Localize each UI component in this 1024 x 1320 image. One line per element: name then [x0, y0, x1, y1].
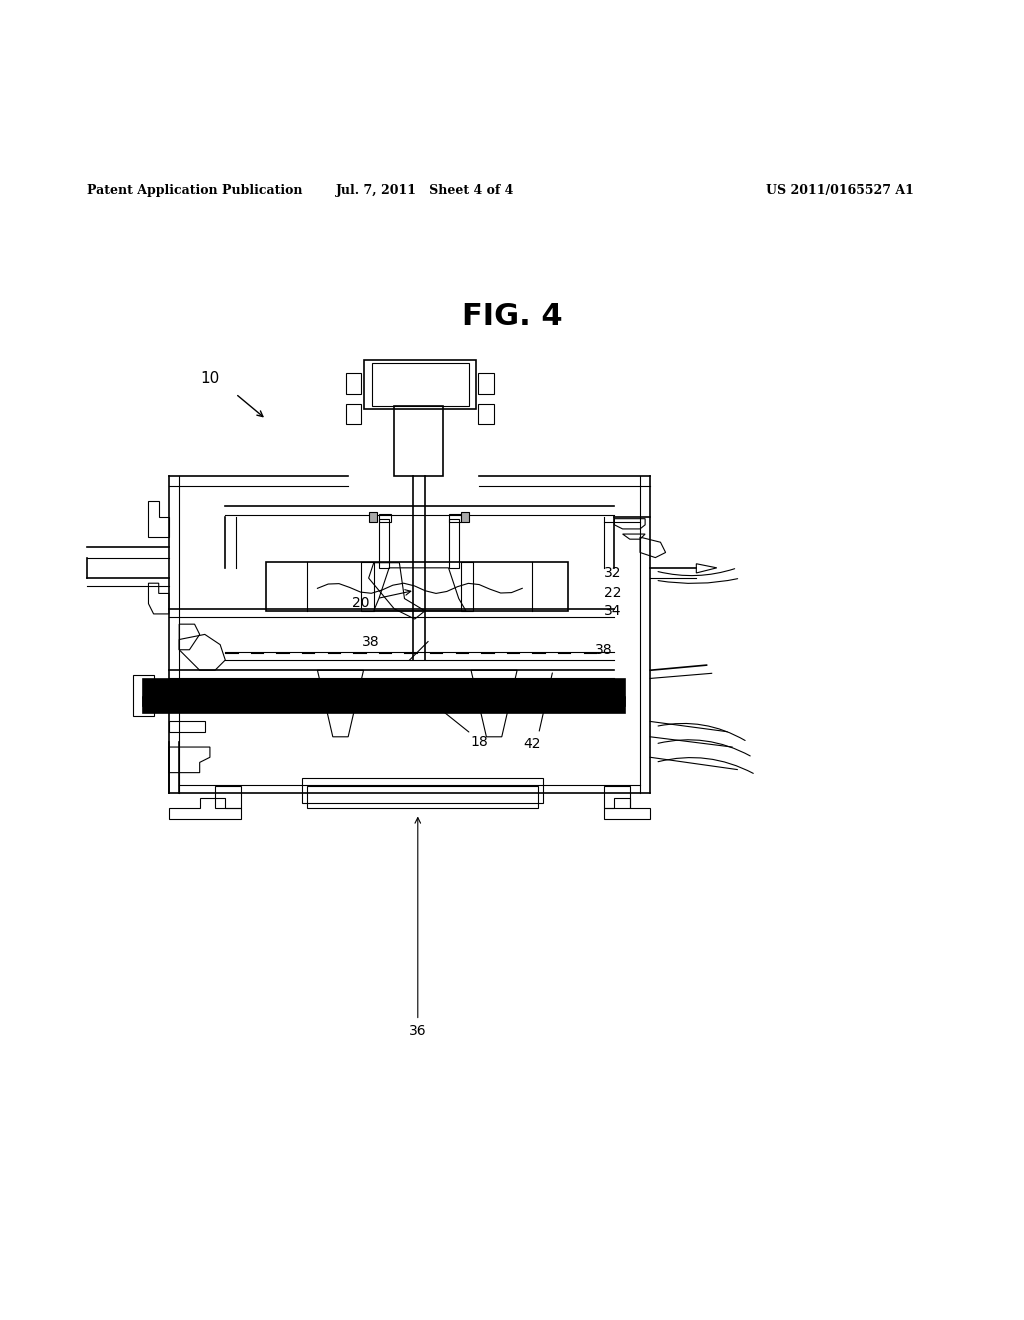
Text: Jul. 7, 2011   Sheet 4 of 4: Jul. 7, 2011 Sheet 4 of 4: [336, 183, 514, 197]
Bar: [478, 374, 494, 393]
Text: FIG. 4: FIG. 4: [462, 302, 562, 331]
Bar: [449, 519, 459, 568]
Bar: [302, 777, 543, 804]
Bar: [604, 785, 630, 808]
Text: US 2011/0165527 A1: US 2011/0165527 A1: [766, 183, 913, 197]
Bar: [369, 512, 377, 521]
Bar: [379, 513, 391, 521]
Bar: [461, 512, 469, 521]
Text: 18: 18: [470, 735, 488, 748]
Bar: [379, 519, 389, 568]
Bar: [266, 562, 568, 611]
Text: 38: 38: [595, 643, 613, 657]
Bar: [364, 360, 476, 409]
Text: 34: 34: [603, 603, 622, 618]
Bar: [461, 562, 473, 611]
Text: 32: 32: [603, 566, 622, 579]
Bar: [449, 513, 461, 521]
Bar: [307, 785, 538, 808]
Text: 20: 20: [351, 595, 370, 610]
Bar: [143, 698, 625, 706]
Bar: [133, 676, 154, 717]
Text: 22: 22: [603, 586, 622, 601]
Bar: [143, 680, 625, 698]
Text: 40: 40: [578, 684, 596, 698]
Bar: [394, 407, 443, 475]
Text: 10: 10: [201, 371, 219, 385]
Bar: [478, 404, 494, 425]
Bar: [215, 785, 241, 808]
Text: Patent Application Publication: Patent Application Publication: [87, 183, 302, 197]
Bar: [143, 697, 625, 713]
Text: 36: 36: [409, 1024, 427, 1038]
Text: 38: 38: [361, 635, 380, 648]
Text: 42: 42: [523, 737, 542, 751]
Bar: [346, 374, 361, 393]
Bar: [346, 404, 361, 425]
Bar: [361, 562, 374, 611]
Bar: [372, 363, 469, 407]
